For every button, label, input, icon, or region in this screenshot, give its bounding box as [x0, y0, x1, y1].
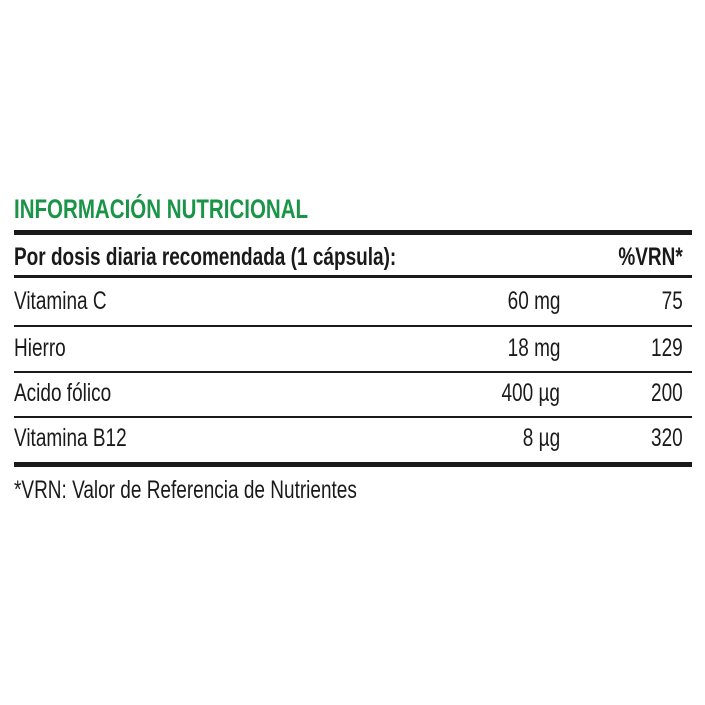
footnote: *VRN: Valor de Referencia de Nutrientes — [14, 476, 357, 504]
header-vrn: %VRN* — [618, 243, 683, 271]
header-label: Por dosis diaria recomendada (1 cápsula)… — [14, 243, 397, 271]
nutrient-name: Hierro — [14, 334, 66, 362]
nutrient-amount: 18 mg — [507, 334, 560, 362]
nutrient-name: Vitamina B12 — [14, 424, 127, 452]
nutrient-name: Acido fólico — [14, 379, 112, 407]
nutrient-amount: 8 µg — [522, 424, 560, 452]
nutrient-vrn: 200 — [651, 379, 683, 407]
bottom-rule — [14, 462, 692, 467]
nutrient-vrn: 75 — [661, 287, 683, 315]
row-divider — [14, 416, 692, 418]
nutrient-amount: 400 µg — [501, 379, 560, 407]
row-divider — [14, 371, 692, 373]
nutrient-vrn: 320 — [651, 424, 683, 452]
header-rule — [14, 275, 692, 278]
nutrient-vrn: 129 — [651, 334, 683, 362]
top-rule — [14, 230, 692, 235]
nutrient-amount: 60 mg — [507, 287, 560, 315]
nutrient-name: Vitamina C — [14, 287, 107, 315]
row-divider — [14, 325, 692, 327]
page-title: INFORMACIÓN NUTRICIONAL — [14, 194, 309, 224]
